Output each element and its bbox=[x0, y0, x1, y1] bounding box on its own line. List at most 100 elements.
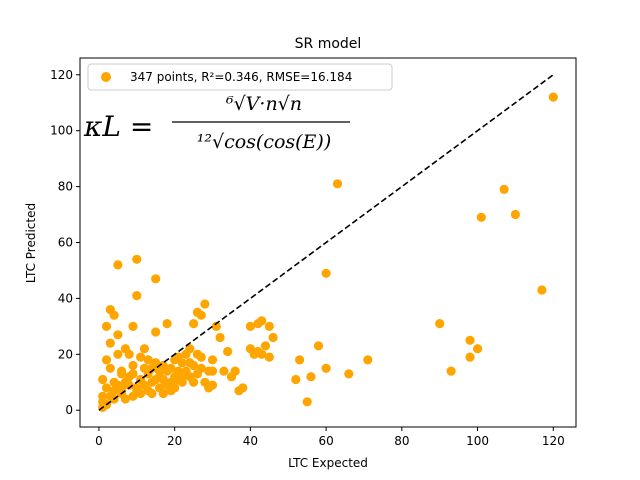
y-tick-label: 60 bbox=[58, 236, 73, 250]
data-point bbox=[435, 319, 445, 329]
legend-marker bbox=[101, 72, 111, 82]
legend-box bbox=[87, 63, 393, 91]
data-point bbox=[499, 184, 509, 194]
data-point bbox=[476, 212, 486, 222]
data-point bbox=[117, 366, 127, 376]
data-point bbox=[219, 366, 229, 376]
data-point bbox=[170, 355, 180, 365]
data-point bbox=[105, 363, 115, 373]
data-point bbox=[154, 383, 165, 393]
y-tick-label: 80 bbox=[58, 180, 73, 194]
data-point bbox=[151, 327, 161, 337]
data-point bbox=[132, 291, 142, 301]
data-point bbox=[332, 179, 343, 189]
data-point bbox=[132, 254, 142, 264]
data-point bbox=[245, 344, 255, 354]
data-point bbox=[234, 386, 244, 396]
data-point bbox=[268, 332, 278, 343]
data-point bbox=[136, 352, 146, 362]
data-point bbox=[192, 307, 202, 317]
data-point bbox=[313, 341, 324, 351]
data-point bbox=[264, 352, 274, 362]
data-point bbox=[147, 377, 157, 387]
x-tick-label: 80 bbox=[394, 434, 409, 448]
legend: 347 points, R²=0.346, RMSE=16.184 bbox=[87, 63, 393, 91]
data-point bbox=[295, 355, 305, 365]
data-point bbox=[226, 372, 237, 382]
y-tick-label: 0 bbox=[65, 403, 73, 417]
data-point bbox=[113, 349, 123, 359]
x-tick-label: 0 bbox=[95, 434, 103, 448]
y-tick-label: 100 bbox=[50, 124, 73, 138]
data-point bbox=[189, 319, 199, 329]
data-point bbox=[510, 209, 520, 220]
y-tick-label: 40 bbox=[58, 291, 73, 305]
data-point bbox=[113, 330, 123, 340]
data-point bbox=[128, 321, 138, 331]
data-point bbox=[132, 386, 142, 396]
y-tick-label: 20 bbox=[58, 347, 73, 361]
data-point bbox=[245, 321, 255, 331]
x-tick-label: 120 bbox=[542, 434, 565, 448]
data-point bbox=[215, 332, 225, 343]
formula-numerator: ⁶√V·n√n bbox=[225, 93, 302, 115]
data-point bbox=[105, 338, 115, 348]
data-point bbox=[120, 344, 130, 354]
formula-denominator: ¹²√cos(cos(E)) bbox=[197, 131, 332, 153]
data-point bbox=[101, 355, 112, 365]
x-tick-label: 60 bbox=[318, 434, 333, 448]
data-point bbox=[264, 321, 274, 331]
formula-annotation: κL = ⁶√V·n√n ¹²√cos(cos(E)) bbox=[83, 93, 350, 153]
data-point bbox=[473, 344, 483, 354]
legend-label: 347 points, R²=0.346, RMSE=16.184 bbox=[130, 70, 352, 84]
x-tick-label: 40 bbox=[243, 434, 258, 448]
data-point bbox=[446, 366, 456, 376]
data-point bbox=[151, 274, 161, 284]
data-point bbox=[143, 355, 153, 365]
data-point bbox=[113, 260, 123, 270]
y-tick-label: 120 bbox=[50, 68, 73, 82]
data-point bbox=[200, 377, 210, 387]
data-point bbox=[101, 383, 112, 393]
data-point bbox=[223, 346, 233, 357]
data-point bbox=[200, 299, 210, 309]
y-axis-label: LTC Predicted bbox=[24, 203, 38, 283]
x-axis-label: LTC Expected bbox=[288, 456, 368, 470]
data-point bbox=[192, 369, 202, 379]
data-point bbox=[109, 377, 119, 387]
data-point bbox=[105, 305, 115, 315]
data-point bbox=[302, 397, 312, 407]
data-point bbox=[253, 319, 263, 329]
chart-title: SR model bbox=[295, 36, 362, 52]
data-point bbox=[128, 360, 138, 371]
data-point bbox=[139, 363, 149, 373]
data-point bbox=[363, 355, 373, 365]
axes: 0 20 40 60 80 100 120 0 20 40 60 80 100 120 bbox=[50, 57, 577, 448]
data-point bbox=[260, 341, 271, 351]
data-point bbox=[162, 319, 172, 329]
data-point bbox=[192, 349, 202, 359]
data-point bbox=[548, 92, 558, 102]
data-point bbox=[207, 355, 218, 365]
data-point bbox=[537, 285, 547, 295]
data-point bbox=[344, 369, 354, 379]
data-point bbox=[465, 352, 475, 362]
plot-area bbox=[98, 74, 558, 412]
formula-lhs: κL = bbox=[83, 110, 153, 143]
x-tick-label: 100 bbox=[466, 434, 489, 448]
data-point bbox=[321, 363, 331, 373]
data-point bbox=[101, 321, 112, 331]
data-point bbox=[291, 374, 301, 385]
data-point bbox=[465, 335, 475, 345]
data-point bbox=[321, 268, 331, 278]
identity-line bbox=[98, 74, 554, 411]
data-point bbox=[204, 366, 214, 376]
x-tick-label: 20 bbox=[167, 434, 182, 448]
data-point bbox=[185, 358, 195, 368]
data-point bbox=[181, 349, 191, 359]
data-point bbox=[98, 374, 108, 385]
data-point bbox=[306, 372, 316, 382]
data-point bbox=[139, 344, 149, 354]
